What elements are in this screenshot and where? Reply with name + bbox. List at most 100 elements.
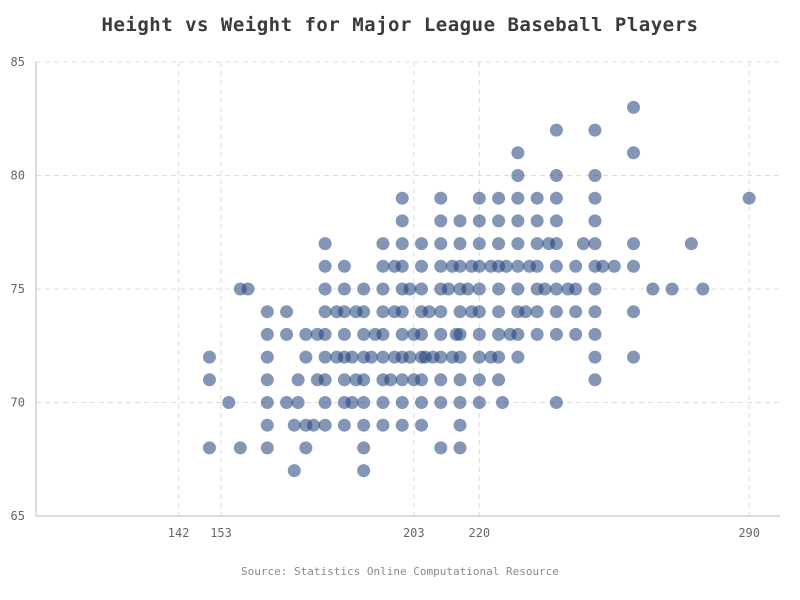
data-point — [337, 418, 351, 432]
data-point — [549, 237, 563, 251]
data-point — [403, 350, 417, 364]
data-point — [357, 418, 371, 432]
data-point — [422, 305, 436, 319]
data-point — [453, 373, 467, 387]
data-point — [549, 282, 563, 296]
data-point — [357, 305, 371, 319]
data-point — [414, 396, 428, 409]
data-point — [492, 373, 506, 387]
data-point — [376, 237, 390, 251]
data-point — [260, 396, 274, 409]
data-point — [434, 191, 448, 205]
data-point — [607, 259, 621, 273]
data-point — [499, 259, 513, 273]
data-point — [299, 327, 313, 341]
data-point — [453, 237, 467, 251]
y-tick-label: 75 — [11, 282, 25, 296]
data-point — [495, 396, 509, 409]
data-point — [549, 259, 563, 273]
data-point — [434, 441, 448, 455]
y-tick-label: 70 — [11, 396, 25, 410]
data-point — [492, 305, 506, 319]
data-point — [318, 259, 332, 273]
data-point — [665, 282, 679, 296]
data-point — [260, 327, 274, 341]
data-point — [434, 305, 448, 319]
data-point — [530, 259, 544, 273]
data-point — [588, 305, 602, 319]
data-point — [453, 441, 467, 455]
data-point — [569, 259, 583, 273]
data-point — [492, 282, 506, 296]
data-point — [549, 169, 563, 182]
data-point — [395, 396, 409, 409]
axes — [35, 62, 780, 517]
data-point — [318, 396, 332, 409]
data-point — [280, 396, 294, 409]
data-point — [345, 350, 359, 364]
data-point — [492, 350, 506, 364]
data-point — [511, 327, 525, 341]
data-point — [337, 282, 351, 296]
x-tick-label: 142 — [168, 526, 190, 540]
data-point — [549, 123, 563, 137]
data-point — [588, 169, 602, 182]
data-point — [511, 282, 525, 296]
data-point — [384, 373, 398, 387]
data-point — [588, 373, 602, 387]
source-note: Source: Statistics Online Computational … — [241, 565, 559, 578]
data-point — [472, 373, 486, 387]
data-point — [434, 396, 448, 409]
data-point — [696, 282, 710, 296]
x-tick-label: 153 — [210, 526, 232, 540]
data-point — [627, 259, 641, 273]
data-point — [472, 237, 486, 251]
data-point — [337, 259, 351, 273]
data-point — [569, 282, 583, 296]
data-point — [403, 282, 417, 296]
data-point — [627, 100, 641, 114]
data-point — [627, 305, 641, 319]
data-point — [596, 259, 610, 273]
data-point — [538, 282, 552, 296]
data-point — [357, 464, 371, 478]
data-point — [742, 191, 756, 205]
data-point — [337, 305, 351, 319]
data-point — [434, 350, 448, 364]
x-tick-label: 290 — [738, 526, 760, 540]
data-point — [511, 191, 525, 205]
data-point — [395, 237, 409, 251]
data-point — [260, 418, 274, 432]
data-point — [511, 350, 525, 364]
data-point — [434, 259, 448, 273]
data-point — [395, 259, 409, 273]
data-point — [318, 327, 332, 341]
data-point — [492, 191, 506, 205]
data-point — [434, 237, 448, 251]
data-point — [414, 327, 428, 341]
data-point — [588, 214, 602, 228]
data-point — [318, 418, 332, 432]
data-point — [307, 418, 321, 432]
data-point — [588, 327, 602, 341]
data-point — [222, 396, 236, 409]
data-point — [511, 259, 525, 273]
data-point — [569, 305, 583, 319]
data-point — [453, 305, 467, 319]
data-point — [441, 282, 455, 296]
data-point — [260, 305, 274, 319]
data-point — [376, 418, 390, 432]
data-point — [376, 259, 390, 273]
data-point — [291, 373, 305, 387]
data-point — [588, 282, 602, 296]
data-point — [318, 350, 332, 364]
chart-title: Height vs Weight for Major League Baseba… — [101, 14, 699, 36]
data-point — [549, 327, 563, 341]
data-point — [519, 305, 533, 319]
data-point — [260, 441, 274, 455]
data-point — [376, 305, 390, 319]
data-point — [461, 282, 475, 296]
data-point — [376, 327, 390, 341]
data-point — [569, 327, 583, 341]
